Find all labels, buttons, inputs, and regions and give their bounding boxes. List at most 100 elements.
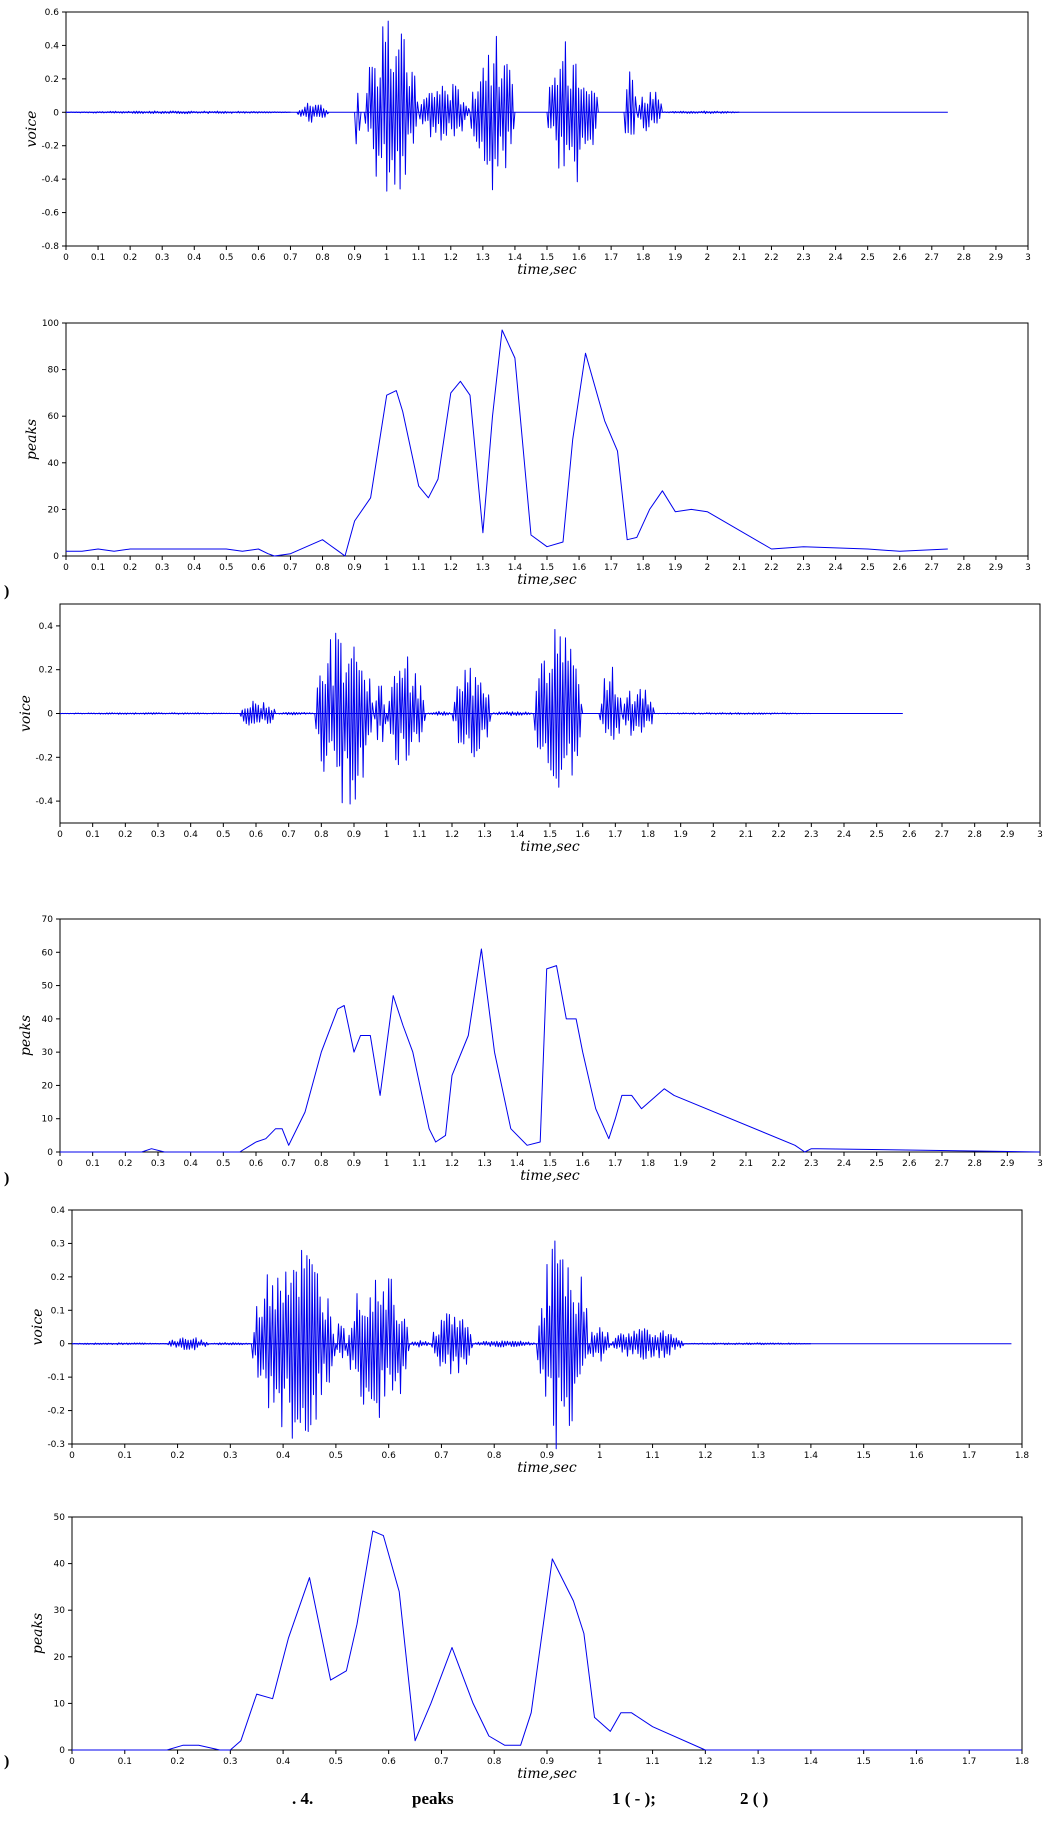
y-tick-label: 70 — [42, 915, 54, 925]
x-tick-label: 0.8 — [315, 253, 330, 263]
caption-peaks-word: peaks — [412, 1789, 454, 1808]
y-axis-label: peaks — [24, 419, 40, 460]
x-tick-label: 2.2 — [772, 1159, 786, 1169]
x-tick-label: 1.3 — [751, 1757, 765, 1767]
x-tick-label: 1 — [384, 253, 390, 263]
x-tick-label: 2.9 — [989, 563, 1004, 573]
x-tick-label: 1.7 — [962, 1451, 976, 1461]
x-tick-label: 0 — [69, 1757, 75, 1767]
x-tick-label: 0.7 — [283, 563, 297, 573]
x-tick-label: 0.8 — [315, 563, 330, 573]
x-tick-label: 0.2 — [170, 1451, 184, 1461]
waveform-burst — [335, 1323, 347, 1359]
y-tick-label: 0 — [47, 710, 53, 720]
x-tick-label: 1 — [384, 1159, 390, 1169]
waveform-burst — [250, 1249, 337, 1439]
x-tick-label: 2.7 — [925, 253, 939, 263]
x-tick-label: 2.8 — [968, 830, 983, 840]
x-tick-label: 0.3 — [155, 253, 169, 263]
x-tick-label: 0.1 — [86, 830, 100, 840]
x-tick-label: 1.9 — [668, 563, 683, 573]
chart-panel-2: 0 0.1 0.2 0.3 0.4 0.5 0.6 0.7 0.8 0.9 1 1.1 1.2 1.3 1.… — [24, 319, 1031, 588]
x-tick-label: 1.7 — [604, 253, 618, 263]
y-tick-label: 80 — [48, 366, 60, 376]
x-tick-label: 1.8 — [636, 563, 651, 573]
x-tick-label: 1.8 — [1015, 1757, 1030, 1767]
y-tick-label: 0.1 — [51, 1306, 65, 1316]
x-tick-label: 2 — [710, 830, 716, 840]
x-tick-label: 1.6 — [572, 563, 587, 573]
x-tick-label: 2.6 — [893, 563, 908, 573]
plot-area — [71, 1516, 1023, 1751]
x-tick-label: 0.8 — [314, 830, 329, 840]
x-tick-label: 1.1 — [412, 830, 426, 840]
y-tick-label: 0 — [47, 1148, 53, 1158]
x-tick-label: 2.7 — [935, 1159, 949, 1169]
y-axis-label: peaks — [30, 1613, 46, 1654]
waveform-burst — [654, 712, 812, 715]
y-tick-label: 0.4 — [45, 41, 60, 51]
x-tick-label: 1.5 — [543, 1159, 557, 1169]
x-tick-label: 2.1 — [732, 253, 746, 263]
y-axis-label: voice — [30, 1309, 46, 1346]
x-tick-label: 1.4 — [510, 830, 525, 840]
y-axis-label: voice — [18, 695, 34, 732]
y-tick-label: -0.3 — [47, 1440, 65, 1450]
x-tick-label: 2.3 — [804, 1159, 818, 1169]
x-tick-label: 2 — [710, 1159, 716, 1169]
waveform-burst — [425, 710, 453, 716]
x-tick-label: 0.4 — [184, 1159, 199, 1169]
x-tick-label: 2.7 — [925, 563, 939, 573]
x-tick-label: 0.1 — [118, 1451, 132, 1461]
x-tick-label: 0.7 — [434, 1757, 448, 1767]
y-tick-label: 0.4 — [51, 1206, 66, 1216]
x-tick-label: 1.9 — [674, 1159, 689, 1169]
y-tick-label: 0 — [59, 1746, 65, 1756]
x-tick-label: 1.8 — [1015, 1451, 1030, 1461]
y-tick-label: -0.2 — [47, 1407, 65, 1417]
plot-area — [59, 918, 1041, 1153]
waveform-burst — [535, 1240, 590, 1450]
x-tick-label: 1.5 — [540, 253, 554, 263]
y-tick-label: 30 — [42, 1048, 54, 1058]
y-tick-label: 40 — [48, 459, 60, 469]
x-tick-label: 0.1 — [91, 563, 105, 573]
x-tick-label: 0.4 — [187, 253, 202, 263]
x-tick-label: 0.6 — [251, 253, 266, 263]
x-tick-label: 2.8 — [957, 563, 972, 573]
x-tick-label: 1 — [384, 830, 390, 840]
x-tick-label: 0.5 — [329, 1757, 343, 1767]
y-axis-label: voice — [24, 111, 40, 148]
x-tick-label: 2.8 — [957, 253, 972, 263]
y-tick-label: -0.6 — [41, 209, 59, 219]
x-tick-label: 2.9 — [1000, 830, 1015, 840]
peaks-line — [66, 329, 948, 557]
x-tick-label: 1.6 — [576, 1159, 591, 1169]
x-tick-label: 1.7 — [962, 1757, 976, 1767]
x-tick-label: 1.6 — [909, 1757, 924, 1767]
x-tick-label: 1.3 — [751, 1451, 765, 1461]
waveform-burst — [430, 1313, 474, 1375]
waveform-burst — [546, 41, 599, 183]
x-tick-label: 0.9 — [347, 1159, 362, 1169]
y-tick-label: 100 — [42, 319, 59, 329]
waveform-burst — [363, 20, 420, 192]
waveform-burst — [386, 656, 427, 766]
x-tick-label: 1.3 — [476, 563, 490, 573]
x-tick-label: 0.4 — [187, 563, 202, 573]
y-tick-label: 50 — [54, 1513, 66, 1523]
y-tick-label: 0.2 — [39, 666, 53, 676]
x-tick-label: 1.4 — [508, 253, 523, 263]
x-tick-label: 3 — [1025, 563, 1031, 573]
waveform-burst — [239, 700, 277, 726]
x-tick-label: 2.2 — [764, 563, 778, 573]
x-tick-label: 1.6 — [909, 1451, 924, 1461]
y-tick-label: -0.4 — [35, 797, 53, 807]
waveform-burst — [588, 1327, 611, 1362]
x-tick-label: 0.5 — [219, 563, 233, 573]
x-tick-label: 0.6 — [249, 1159, 264, 1169]
waveform-burst — [166, 1337, 210, 1351]
x-tick-label: 2.8 — [968, 1159, 983, 1169]
x-tick-label: 0.9 — [347, 253, 362, 263]
x-tick-label: 0.2 — [118, 830, 132, 840]
